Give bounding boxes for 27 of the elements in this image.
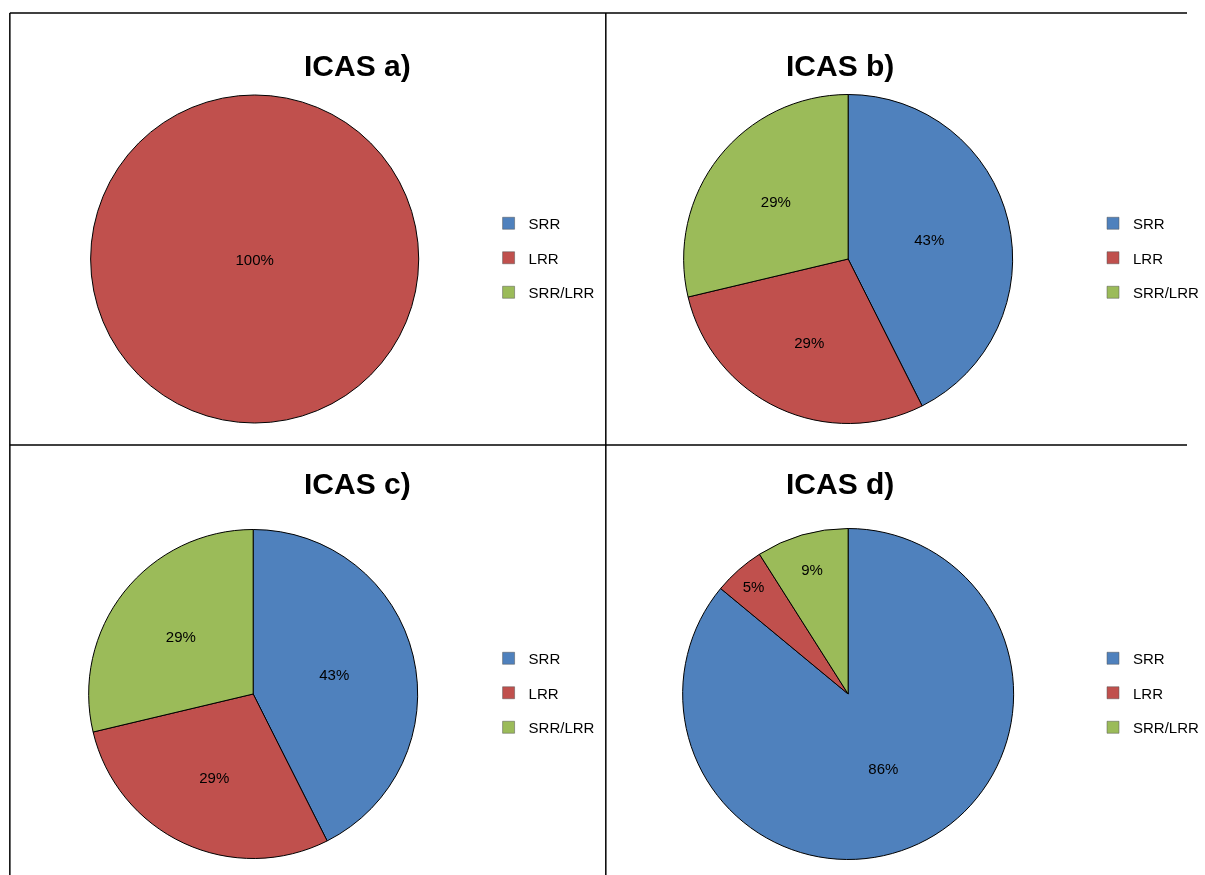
- legend-label: SRR: [528, 215, 561, 233]
- legend-label: SRR: [528, 650, 561, 668]
- data-label: 5%: [742, 578, 765, 596]
- pie-slice: [682, 528, 1015, 860]
- chart-title: ICAS b): [786, 49, 895, 82]
- data-label: 29%: [760, 193, 791, 211]
- chart-title: ICAS a): [304, 49, 411, 82]
- data-label: 29%: [199, 769, 230, 787]
- data-label: 43%: [319, 666, 350, 684]
- data-label: 86%: [868, 760, 899, 778]
- legend-label: SRR/LRR: [1133, 284, 1200, 302]
- legend-label: SRR/LRR: [528, 719, 595, 737]
- legend-label: LRR: [1133, 249, 1164, 267]
- legend-label: SRR/LRR: [528, 284, 595, 302]
- data-label: 29%: [794, 334, 825, 352]
- legend-label: SRR: [1133, 215, 1165, 233]
- legend-label: SRR: [1133, 650, 1165, 668]
- data-label: 100%: [235, 250, 274, 268]
- legend-label: LRR: [528, 249, 559, 267]
- data-label: 29%: [165, 628, 196, 646]
- legend-label: LRR: [528, 684, 559, 702]
- legend-label: SRR/LRR: [1133, 719, 1200, 737]
- data-label: 43%: [914, 231, 945, 249]
- chart-title: ICAS d): [786, 467, 895, 500]
- data-label: 9%: [801, 561, 823, 579]
- legend-label: LRR: [1133, 684, 1164, 702]
- chart-title: ICAS c): [304, 467, 411, 500]
